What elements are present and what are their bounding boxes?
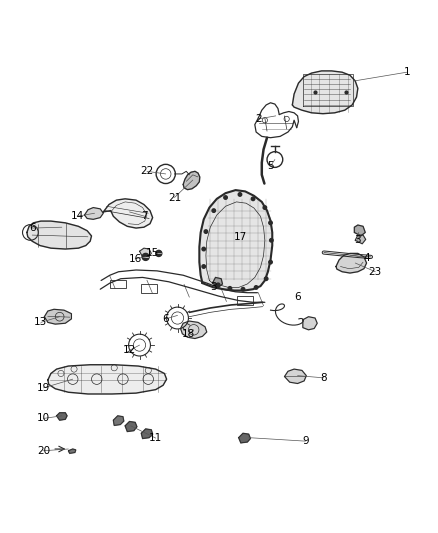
Text: 11: 11	[149, 433, 162, 443]
Polygon shape	[85, 207, 103, 220]
Text: 8: 8	[321, 373, 327, 383]
Circle shape	[254, 286, 258, 289]
Text: 1: 1	[403, 67, 410, 77]
Circle shape	[228, 287, 232, 290]
Polygon shape	[141, 429, 152, 439]
Text: 5: 5	[267, 161, 274, 171]
Polygon shape	[292, 71, 358, 114]
Text: 15: 15	[146, 248, 159, 259]
Bar	[110, 280, 126, 288]
Circle shape	[263, 206, 267, 209]
Circle shape	[265, 277, 268, 280]
Text: 9: 9	[302, 436, 309, 446]
Polygon shape	[125, 422, 137, 432]
Circle shape	[270, 239, 273, 242]
Circle shape	[202, 247, 205, 251]
Polygon shape	[183, 171, 200, 190]
Circle shape	[269, 261, 272, 264]
Polygon shape	[355, 235, 366, 244]
Polygon shape	[68, 449, 76, 454]
Circle shape	[155, 251, 162, 256]
Circle shape	[212, 209, 215, 212]
Text: 23: 23	[369, 266, 382, 277]
Text: 12: 12	[123, 345, 136, 356]
Text: 6: 6	[294, 292, 301, 302]
Text: 10: 10	[37, 414, 50, 423]
Polygon shape	[180, 321, 207, 338]
Bar	[141, 284, 157, 293]
Text: 6: 6	[162, 314, 169, 324]
Text: 4: 4	[363, 253, 370, 263]
Text: 18: 18	[182, 329, 195, 339]
Polygon shape	[27, 221, 92, 249]
Circle shape	[142, 253, 149, 261]
Text: 3: 3	[210, 282, 217, 293]
Polygon shape	[354, 225, 365, 236]
Text: 19: 19	[37, 383, 50, 393]
Text: 6: 6	[29, 223, 35, 233]
Circle shape	[238, 193, 242, 196]
Polygon shape	[336, 253, 367, 273]
Polygon shape	[285, 369, 306, 384]
Text: 22: 22	[140, 166, 154, 176]
Polygon shape	[113, 416, 124, 425]
Text: 17: 17	[233, 232, 247, 242]
Text: 16: 16	[128, 254, 142, 264]
Text: 3: 3	[354, 235, 361, 245]
Circle shape	[204, 230, 208, 233]
Text: 20: 20	[37, 446, 50, 456]
Circle shape	[216, 283, 220, 287]
Bar	[237, 296, 253, 305]
Polygon shape	[57, 413, 67, 420]
Polygon shape	[48, 365, 166, 394]
Polygon shape	[212, 277, 223, 287]
Polygon shape	[103, 199, 152, 228]
Text: 14: 14	[71, 211, 84, 221]
Polygon shape	[44, 309, 71, 324]
Text: 21: 21	[168, 192, 181, 203]
Circle shape	[269, 221, 272, 224]
Polygon shape	[303, 317, 317, 330]
Circle shape	[241, 287, 245, 291]
Circle shape	[224, 196, 227, 199]
Polygon shape	[239, 433, 251, 443]
Circle shape	[251, 197, 255, 200]
Polygon shape	[140, 248, 151, 257]
Text: 7: 7	[141, 211, 148, 221]
Circle shape	[202, 265, 205, 268]
Text: 2: 2	[255, 114, 261, 124]
Text: 13: 13	[34, 317, 47, 327]
Polygon shape	[199, 190, 272, 290]
